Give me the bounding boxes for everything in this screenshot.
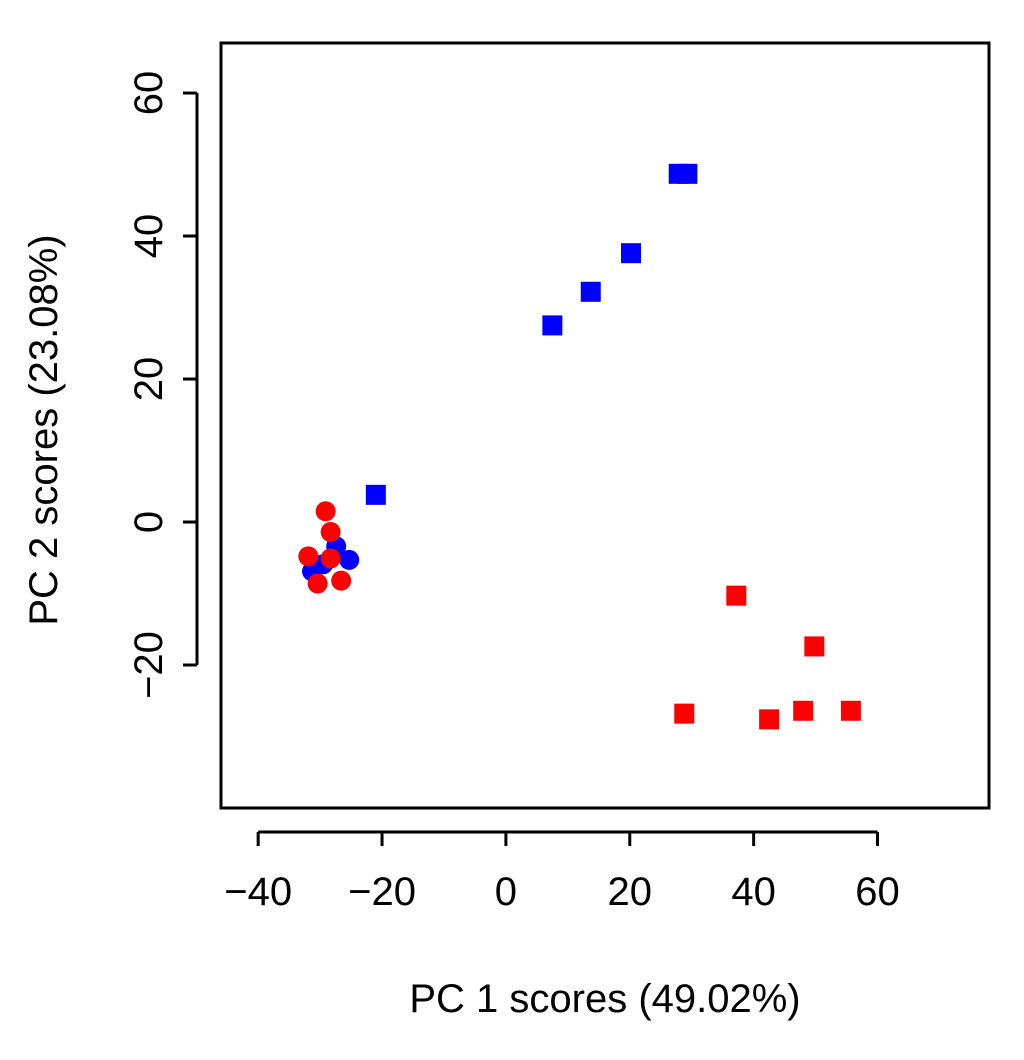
- data-point-square: [677, 163, 698, 184]
- data-point-circle: [298, 546, 319, 567]
- data-point-circle: [339, 549, 360, 570]
- y-axis-title: PC 2 scores (23.08%): [22, 234, 66, 625]
- data-point-circle: [320, 548, 341, 569]
- x-tick-label: 40: [731, 870, 776, 914]
- x-axis: −40 −20 0 20 40 60: [224, 830, 900, 914]
- data-point-square: [804, 636, 825, 657]
- x-axis-title: PC 1 scores (49.02%): [409, 977, 800, 1021]
- y-tick-label: 0: [127, 511, 171, 533]
- plot-frame: [219, 41, 991, 810]
- data-point-square: [580, 281, 601, 302]
- data-points: [298, 163, 861, 730]
- x-tick-label: −20: [348, 870, 416, 914]
- data-point-circle: [307, 573, 328, 594]
- data-point-square: [793, 700, 814, 721]
- data-point-square: [365, 484, 386, 505]
- x-tick-label: 0: [495, 870, 517, 914]
- data-point-square: [621, 243, 642, 264]
- data-point-square: [840, 700, 861, 721]
- data-point-circle: [320, 522, 341, 543]
- data-point-circle: [315, 501, 336, 522]
- data-point-square: [542, 315, 563, 336]
- data-point-square: [726, 585, 747, 606]
- y-tick-label: 20: [127, 357, 171, 402]
- y-tick-label: −20: [127, 631, 171, 699]
- y-tick-label: 40: [127, 214, 171, 259]
- x-tick-label: −40: [224, 870, 292, 914]
- y-tick-label: 60: [127, 71, 171, 116]
- y-axis: −20 0 20 40 60: [127, 71, 199, 699]
- data-point-circle: [331, 570, 352, 591]
- data-point-square: [759, 709, 780, 730]
- data-point-square: [674, 703, 695, 724]
- x-tick-label: 20: [608, 870, 653, 914]
- x-tick-label: 60: [855, 870, 900, 914]
